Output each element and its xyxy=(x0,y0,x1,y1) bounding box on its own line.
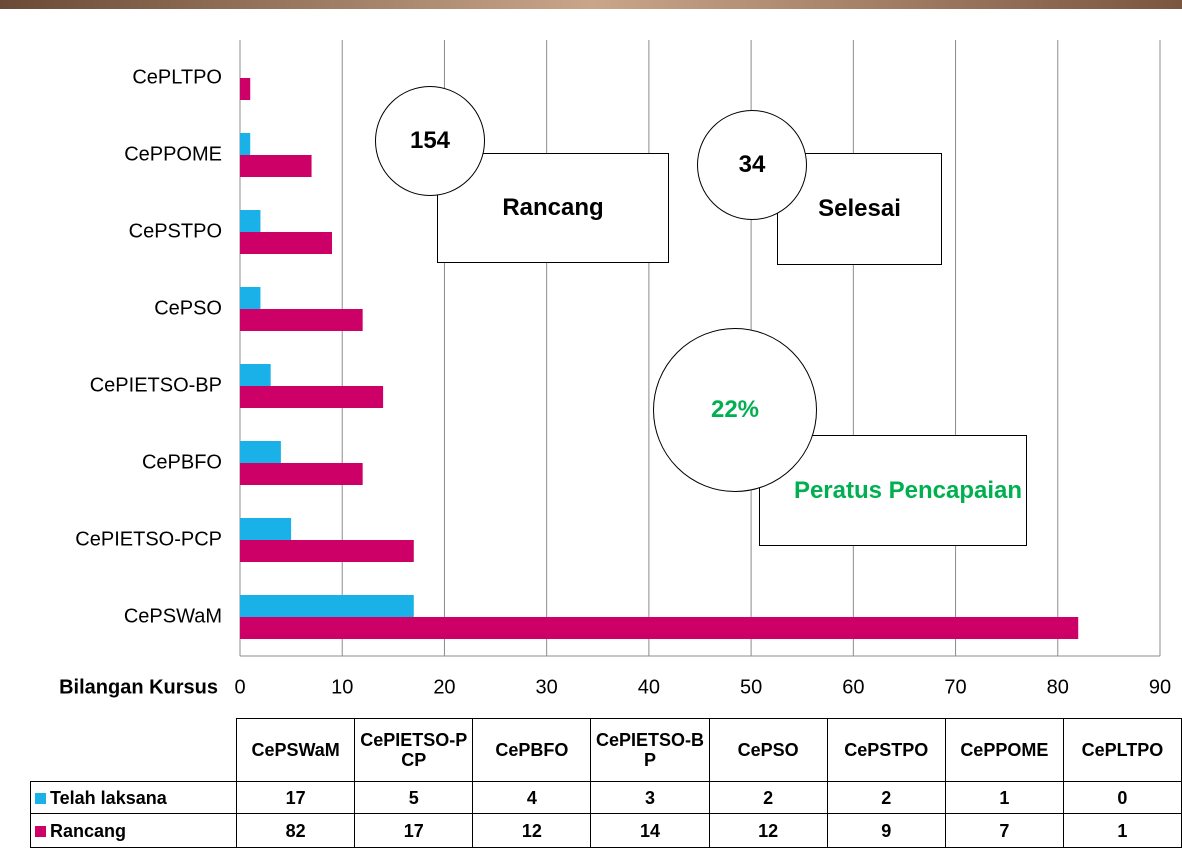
y-tick-label: CePBFO xyxy=(142,451,222,473)
table-value: 5 xyxy=(354,781,474,814)
x-tick-label: 80 xyxy=(1047,676,1069,698)
table-value: 9 xyxy=(826,813,946,848)
x-tick-label: 40 xyxy=(638,676,660,698)
bar xyxy=(240,133,251,155)
legend-swatch xyxy=(35,825,46,837)
y-tick-label: CePIETSO-BP xyxy=(90,374,222,396)
table-value: 1 xyxy=(1062,813,1182,848)
x-tick-label: 90 xyxy=(1149,676,1171,698)
bar xyxy=(240,210,261,232)
legend-label: Telah laksana xyxy=(50,787,167,808)
y-tick-label: CePSTPO xyxy=(129,220,222,242)
table-value: 12 xyxy=(708,813,828,848)
x-tick-label: 70 xyxy=(944,676,966,698)
x-tick-label: 60 xyxy=(842,676,864,698)
bar xyxy=(240,386,384,408)
x-tick-label: 50 xyxy=(740,676,762,698)
table-corner xyxy=(31,719,237,782)
x-axis-label: Bilangan Kursus xyxy=(59,676,218,698)
table-header: CePSWaM xyxy=(236,718,356,782)
bar xyxy=(240,617,1079,639)
table-value: 2 xyxy=(708,781,828,814)
legend-label: Rancang xyxy=(50,820,127,841)
table-row: Rancang 82 17 12 14 12 9 7 1 xyxy=(29,813,1182,848)
table-value: 12 xyxy=(472,813,592,848)
x-tick-label: 10 xyxy=(331,676,353,698)
table-header: CePSO xyxy=(708,718,828,782)
x-tick-label: 0 xyxy=(234,676,245,698)
table-header: CePBFO xyxy=(472,718,592,782)
table-value: 17 xyxy=(236,781,356,814)
table-value: 1 xyxy=(944,781,1064,814)
bar xyxy=(240,78,251,100)
bar xyxy=(240,595,414,617)
y-tick-label: CePSWaM xyxy=(124,605,222,627)
table-value: 4 xyxy=(472,781,592,814)
x-tick-label: 30 xyxy=(536,676,558,698)
y-tick-label: CePSO xyxy=(154,297,222,319)
table-value: 82 xyxy=(236,813,356,848)
bar xyxy=(240,364,271,386)
table-value: 7 xyxy=(944,813,1064,848)
bar xyxy=(240,155,312,177)
bar xyxy=(240,441,281,463)
x-tick-label: 20 xyxy=(433,676,455,698)
table-value: 0 xyxy=(1062,781,1182,814)
y-tick-label: CePLTPO xyxy=(132,66,222,88)
annotation-circle: 22% xyxy=(653,328,817,492)
table-header: CePSTPO xyxy=(826,718,946,782)
table-value: 17 xyxy=(354,813,474,848)
y-tick-label: CePIETSO-PCP xyxy=(75,528,222,550)
annotation-circle: 154 xyxy=(375,86,485,196)
bar xyxy=(240,463,363,485)
table-header: CePIETSO-BP xyxy=(590,718,710,782)
table-value: 3 xyxy=(590,781,710,814)
table-value: 14 xyxy=(590,813,710,848)
table-row: Telah laksana 17 5 4 3 2 2 1 0 xyxy=(29,781,1182,814)
table-header-row: CePSWaM CePIETSO-PCP CePBFO CePIETSO-BP CePS… xyxy=(31,718,1182,782)
bar xyxy=(240,518,292,540)
y-tick-label: CePPOME xyxy=(124,143,222,165)
top-strip xyxy=(0,0,1182,9)
bar xyxy=(240,232,332,254)
table-value: 2 xyxy=(826,781,946,814)
legend-cell: Telah laksana xyxy=(29,781,238,814)
bar xyxy=(240,309,363,331)
table-header: CePPOME xyxy=(944,718,1064,782)
data-table: CePSWaM CePIETSO-PCP CePBFO CePIETSO-BP CePS… xyxy=(29,718,1182,848)
bar xyxy=(240,540,414,562)
bar xyxy=(240,287,261,309)
annotation-circle: 34 xyxy=(697,110,807,220)
legend-cell: Rancang xyxy=(29,813,238,848)
table-header: CePLTPO xyxy=(1062,718,1182,782)
table-header: CePIETSO-PCP xyxy=(354,718,474,782)
legend-swatch xyxy=(35,792,46,804)
